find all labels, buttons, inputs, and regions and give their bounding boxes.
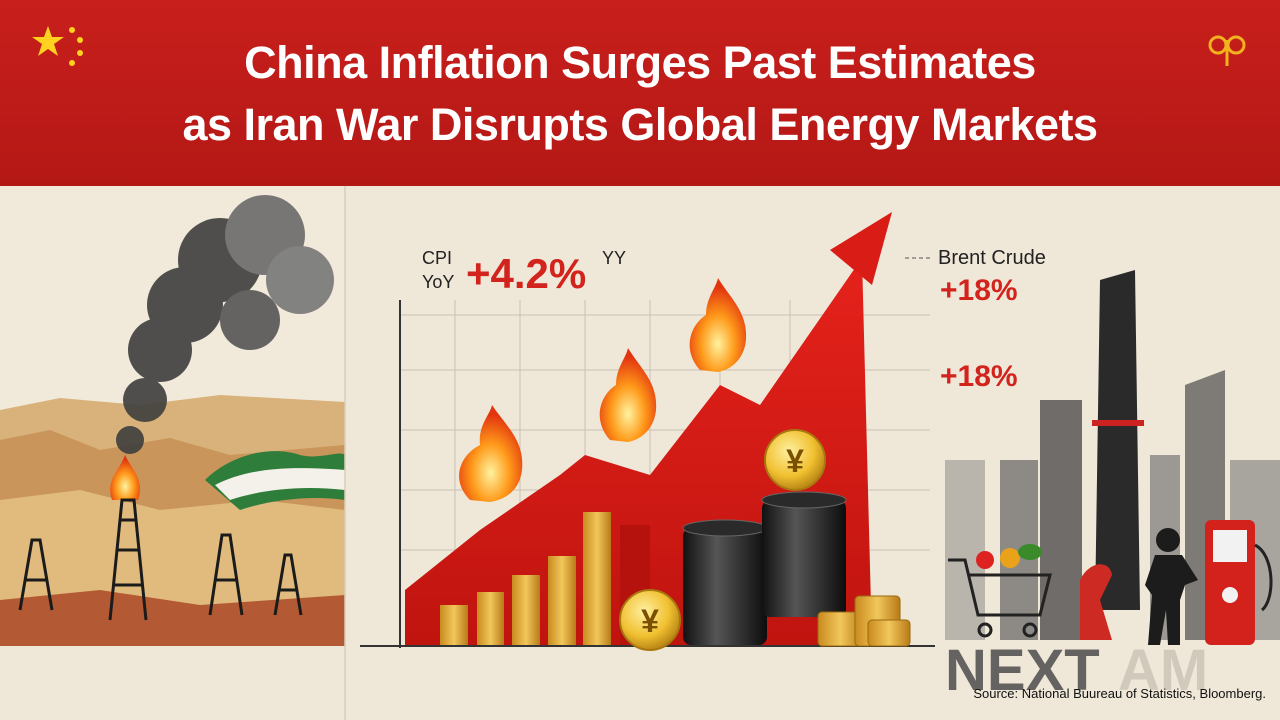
barrel [762,500,846,617]
smoke-puff [266,246,334,314]
brent-label: Brent Crude [938,247,1046,269]
produce [976,551,994,569]
gold-bar [477,592,504,645]
pump-logo [1222,587,1238,603]
coin-stacks [817,595,911,647]
hand-icon [1080,564,1112,640]
gas-pump [1205,520,1273,645]
map-coast [215,468,345,500]
pump-screen [1213,530,1247,562]
cpi-label: CPI [422,248,452,268]
coin-symbol: ¥ [786,443,804,479]
ground [0,590,345,646]
gold-bars [440,512,611,645]
gold-bar [512,575,540,645]
yuan-coin [764,429,826,491]
barrel-top [761,491,847,509]
cart-wheel [977,622,993,638]
skyline [945,270,1280,640]
rig [108,498,148,621]
star [69,60,75,66]
trend-arrowhead [830,212,892,285]
cpi-value: +4.2% [466,250,586,297]
flag-stars [32,26,83,66]
rig [273,553,303,616]
title-line: China Inflation Surges Past Estimates [244,37,1036,88]
coin-symbol: ¥ [641,603,659,639]
star [77,37,83,43]
produce [1000,548,1020,568]
banner [0,0,1280,186]
yuan-coin [619,589,681,651]
oil-barrels [682,491,847,645]
emblem [1208,35,1246,66]
oil-rigs [18,498,303,621]
flame [689,278,747,372]
flames [459,278,747,502]
rig [18,538,54,611]
barrel-top [682,519,768,537]
smoke-puff [220,290,280,350]
person [1145,528,1198,645]
rig [208,533,244,616]
gold-bar [548,556,576,645]
brent-value-2: +18% [940,360,1018,393]
gold-bar [583,512,611,645]
flame [459,405,523,502]
logo-faded: AM [1118,638,1208,703]
tower [1095,270,1140,610]
cpi-suffix: YY [602,248,626,268]
tower-band [1092,420,1144,426]
desert-scene [0,186,345,646]
cart-wheel [1022,622,1038,638]
coin-stack [867,619,911,647]
produce [1018,544,1042,560]
smoke-puff [116,426,144,454]
groceries [976,544,1042,569]
smoke [116,195,334,454]
star [69,27,75,33]
star [77,50,83,56]
shopping-cart [948,558,1052,638]
brent-value: +18% [940,274,1018,307]
barrel [683,528,767,645]
star [32,26,64,56]
person-body [1145,555,1198,645]
rig-fire [110,455,141,500]
cart-frame [948,558,1052,617]
person-head [1156,528,1180,552]
flame [599,348,657,442]
source-note: Source: National Buureau of Statistics, … [973,686,1266,701]
logo-main: NEXT [945,638,1100,703]
title-line: as Iran War Disrupts Global Energy Marke… [182,99,1097,150]
building [1040,400,1082,640]
gold-bar [440,605,468,645]
smoke-puff [123,378,167,422]
pump-hose [1254,543,1273,612]
cpi-label: YoY [422,272,454,292]
